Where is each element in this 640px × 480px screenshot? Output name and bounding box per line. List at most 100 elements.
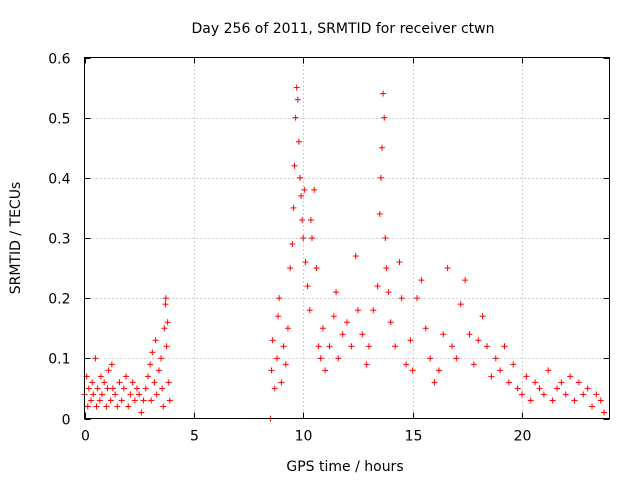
x-tick-label: 5 (190, 429, 199, 445)
data-point (114, 403, 121, 410)
data-point (153, 391, 160, 398)
data-point (377, 174, 384, 181)
data-point (315, 343, 322, 350)
data-point (527, 397, 534, 404)
x-tick-label: 10 (295, 429, 313, 445)
data-point (309, 235, 315, 241)
y-tick-label: 0.3 (48, 232, 70, 248)
data-point (109, 385, 116, 392)
data-point (90, 391, 97, 398)
data-point (505, 379, 512, 386)
data-point (163, 343, 170, 350)
data-point (501, 343, 508, 350)
data-point (418, 277, 425, 284)
data-point (293, 84, 300, 91)
data-point (584, 385, 591, 392)
y-tick-label: 0.2 (48, 292, 70, 308)
data-point (131, 397, 138, 404)
data-point (466, 331, 473, 338)
data-points (81, 84, 608, 422)
data-point (94, 385, 101, 392)
data-point (295, 138, 302, 145)
data-point (407, 337, 414, 344)
data-point (326, 343, 333, 350)
data-point (306, 307, 313, 314)
data-point (497, 367, 504, 374)
data-point (580, 391, 587, 398)
data-point (101, 379, 108, 386)
data-point (105, 367, 112, 374)
data-point (108, 361, 115, 368)
data-point (545, 367, 552, 374)
data-point (403, 361, 410, 368)
data-point (514, 385, 521, 392)
data-point (396, 259, 403, 266)
data-point (317, 355, 324, 362)
data-point (571, 397, 578, 404)
data-point (354, 307, 361, 314)
data-point (294, 96, 301, 103)
data-point (291, 162, 298, 169)
data-point (158, 355, 165, 362)
data-point (365, 343, 372, 350)
data-point (92, 355, 99, 362)
data-point (116, 379, 123, 386)
data-point (127, 391, 134, 398)
data-point (558, 379, 565, 386)
data-point (374, 283, 381, 290)
data-point (269, 337, 276, 344)
data-point (359, 331, 366, 338)
data-point (335, 355, 342, 362)
ticks (84, 57, 610, 420)
data-point (427, 355, 434, 362)
y-tick-label: 0 (62, 413, 71, 429)
data-point (89, 379, 96, 386)
data-point (162, 295, 169, 302)
y-tick-label: 0.1 (48, 352, 70, 368)
data-point (155, 367, 162, 374)
data-point (301, 186, 308, 193)
data-point (88, 397, 95, 404)
data-point (151, 379, 158, 386)
data-point (363, 361, 370, 368)
tick-labels: 0 5 10 15 20 0 0.1 0.2 0.3 0.4 0.5 0.6 (48, 52, 531, 445)
data-point (287, 265, 294, 272)
data-point (383, 265, 390, 272)
data-point (304, 283, 311, 290)
data-point (302, 259, 309, 266)
data-point (282, 361, 289, 368)
data-point (392, 343, 399, 350)
data-point (549, 397, 556, 404)
data-point (274, 355, 280, 362)
data-point (376, 210, 383, 217)
data-point (144, 373, 151, 380)
data-point (290, 204, 297, 211)
data-point (162, 301, 169, 308)
y-axis-label: SRMTID / TECUs (8, 182, 24, 295)
data-point (120, 385, 127, 392)
data-point (118, 397, 125, 404)
data-point (510, 361, 517, 368)
y-tick-label: 0.6 (48, 52, 70, 68)
data-point (148, 397, 155, 404)
data-point (134, 385, 140, 392)
data-point (484, 343, 490, 350)
data-point (149, 349, 156, 356)
data-point (540, 391, 547, 398)
data-point (299, 216, 306, 223)
data-point (519, 391, 525, 398)
data-point (319, 325, 326, 332)
data-point (322, 367, 329, 374)
data-point (152, 337, 159, 344)
x-axis-label: GPS time / hours (286, 459, 403, 475)
data-point (330, 313, 337, 320)
data-point (142, 385, 149, 392)
data-point (159, 385, 166, 392)
data-point (492, 355, 499, 362)
data-point (140, 397, 147, 404)
data-point (523, 373, 530, 380)
data-point (414, 295, 420, 302)
data-point (84, 403, 91, 410)
data-point (93, 403, 100, 410)
